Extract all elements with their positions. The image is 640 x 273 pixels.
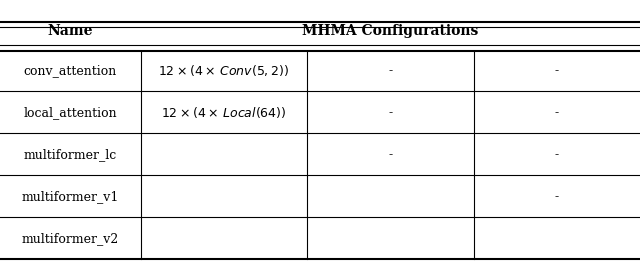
Text: Name: Name — [47, 24, 93, 38]
Text: $12\times\left(4\times\,\mathit{Local}\left(64\right)\right)$: $12\times\left(4\times\,\mathit{Local}\l… — [161, 105, 287, 120]
Text: -: - — [555, 190, 559, 203]
Text: conv_attention: conv_attention — [24, 64, 117, 77]
Text: local_attention: local_attention — [24, 106, 117, 119]
Text: -: - — [555, 148, 559, 161]
Text: -: - — [555, 64, 559, 77]
Text: multiformer_lc: multiformer_lc — [24, 148, 117, 161]
Text: -: - — [388, 148, 392, 161]
Text: multiformer_v2: multiformer_v2 — [22, 232, 119, 245]
Text: -: - — [388, 64, 392, 77]
Text: -: - — [388, 106, 392, 119]
Text: MHMA Configurations: MHMA Configurations — [302, 24, 479, 38]
Text: multiformer_v1: multiformer_v1 — [22, 190, 119, 203]
Text: -: - — [555, 106, 559, 119]
Text: $12\times\left(4\times\,\mathit{Conv}\left(5,2\right)\right)$: $12\times\left(4\times\,\mathit{Conv}\le… — [159, 63, 289, 78]
